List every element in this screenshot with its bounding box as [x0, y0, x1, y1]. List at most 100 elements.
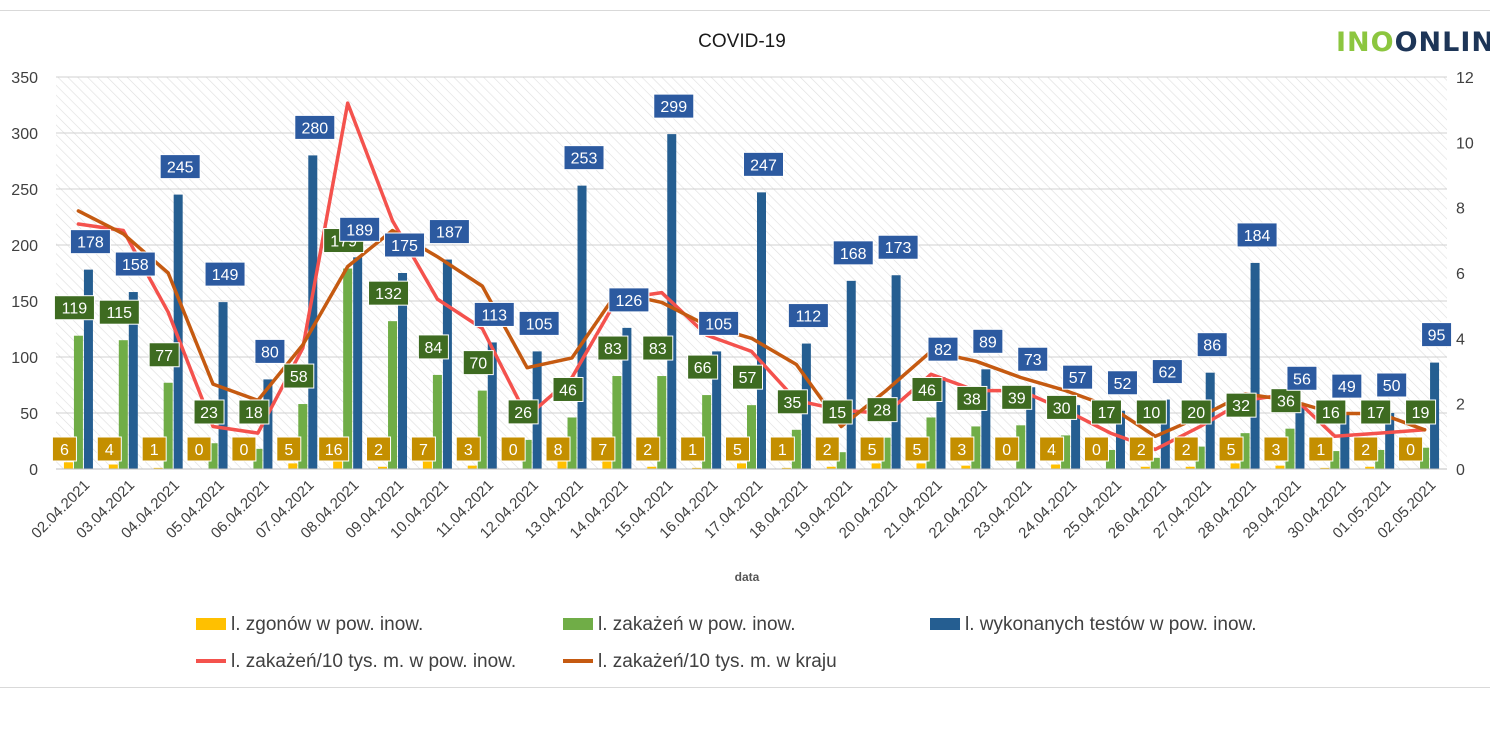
- bar: [622, 327, 632, 469]
- bar: [353, 257, 363, 469]
- data-label-deaths-box: [410, 436, 436, 462]
- bar: [1071, 405, 1081, 469]
- bar: [557, 460, 567, 469]
- bar: [422, 461, 432, 469]
- data-label-infections: 115: [107, 305, 133, 322]
- y2-tick-label: 8: [1456, 201, 1465, 218]
- bar: [1016, 425, 1026, 469]
- data-label-tests: 82: [934, 342, 952, 359]
- bar: [1240, 433, 1250, 469]
- data-label-infections: 119: [62, 301, 88, 318]
- data-label-tests-box: [1062, 364, 1094, 390]
- bar: [173, 194, 183, 469]
- data-label-infections-box: [417, 334, 449, 360]
- series-line: [76, 101, 1427, 452]
- data-label-infections: 10: [1142, 405, 1160, 422]
- data-label-tests: 149: [212, 267, 239, 284]
- data-label-deaths-box: [231, 436, 257, 462]
- data-label-infections-box: [821, 399, 853, 425]
- legend-label: l. zgonów w pow. inow.: [231, 614, 423, 635]
- data-label-infections: 30: [1053, 400, 1071, 417]
- y-tick-label: 50: [20, 406, 38, 423]
- data-label-deaths: 3: [1271, 442, 1280, 459]
- data-label-infections-box: [866, 397, 898, 423]
- bar: [522, 439, 532, 469]
- data-label-tests: 126: [616, 293, 643, 310]
- data-label-infections: 46: [918, 382, 936, 399]
- data-label-deaths: 5: [868, 442, 877, 459]
- data-label-infections-box: [1090, 399, 1122, 425]
- data-label-deaths-box: [1353, 436, 1379, 462]
- data-label-deaths: 5: [733, 442, 742, 459]
- data-label-infections-box: [507, 399, 539, 425]
- data-label-infections-box: [148, 342, 180, 368]
- data-label-tests-box: [1376, 372, 1408, 398]
- data-label-deaths: 3: [957, 442, 966, 459]
- data-label-tests-box: [518, 310, 560, 336]
- bar: [308, 155, 318, 469]
- bar: [567, 417, 577, 469]
- bar: [747, 405, 756, 469]
- bar: [477, 390, 487, 469]
- bar: [108, 464, 118, 469]
- bar: [712, 351, 722, 469]
- data-label-tests-box: [972, 328, 1004, 354]
- data-label-infections: 20: [1187, 405, 1205, 422]
- data-label-tests-box: [1236, 222, 1278, 248]
- data-label-deaths: 7: [598, 442, 607, 459]
- data-label-infections: 84: [425, 340, 443, 357]
- bar: [118, 340, 128, 469]
- data-label-deaths-box: [1083, 436, 1109, 462]
- data-label-tests-box: [1017, 346, 1049, 372]
- bar: [757, 192, 766, 470]
- data-label-tests: 187: [436, 225, 463, 242]
- data-label-deaths-box: [859, 436, 885, 462]
- bar: [871, 463, 881, 469]
- data-label-tests-box: [114, 251, 156, 277]
- data-label-deaths: 2: [643, 442, 652, 459]
- data-label-tests: 253: [571, 151, 598, 168]
- bar: [343, 268, 353, 469]
- data-label-deaths: 2: [823, 442, 832, 459]
- data-label-tests: 113: [482, 307, 508, 324]
- data-label-infections: 132: [375, 286, 402, 303]
- data-label-infections-box: [193, 399, 225, 425]
- data-label-deaths: 0: [1092, 442, 1101, 459]
- data-label-deaths: 4: [105, 442, 114, 459]
- data-label-tests: 184: [1244, 228, 1271, 245]
- bar: [378, 466, 388, 469]
- bar: [846, 280, 856, 469]
- data-label-tests: 56: [1293, 371, 1311, 388]
- data-label-tests-box: [653, 93, 695, 119]
- bar: [1365, 466, 1375, 469]
- data-label-infections: 58: [290, 369, 308, 386]
- data-label-tests: 86: [1203, 338, 1221, 355]
- bar: [781, 467, 791, 469]
- data-label-infections-box: [368, 280, 410, 306]
- data-label-tests: 105: [526, 316, 553, 333]
- bar: [1320, 467, 1330, 469]
- data-label-deaths: 0: [195, 442, 204, 459]
- data-label-tests-box: [204, 261, 246, 287]
- bar: [153, 467, 163, 469]
- bar: [881, 437, 891, 469]
- data-label-deaths: 5: [913, 442, 922, 459]
- chart-top-border: [0, 10, 1490, 11]
- bar: [657, 376, 667, 469]
- bar: [891, 275, 901, 469]
- bar: [253, 448, 263, 469]
- data-label-deaths: 1: [778, 442, 787, 459]
- y-tick-label: 150: [11, 294, 38, 311]
- bar: [1140, 466, 1150, 469]
- data-label-infections-box: [642, 335, 674, 361]
- data-label-tests: 89: [979, 334, 997, 351]
- data-label-deaths: 1: [688, 442, 697, 459]
- legend-swatch: [563, 618, 593, 630]
- bar: [467, 465, 477, 469]
- y-tick-label: 100: [11, 350, 38, 367]
- data-label-infections-box: [283, 363, 315, 389]
- legend-label: l. zakażeń/10 tys. m. w pow. inow.: [231, 651, 516, 672]
- bar: [961, 465, 971, 469]
- y2-tick-label: 0: [1456, 462, 1465, 479]
- data-label-tests: 50: [1383, 378, 1401, 395]
